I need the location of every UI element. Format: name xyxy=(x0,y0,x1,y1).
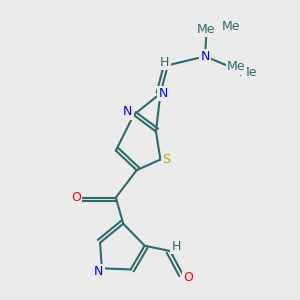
Text: N: N xyxy=(123,106,132,118)
Text: Me: Me xyxy=(197,23,216,36)
Text: Me: Me xyxy=(221,20,240,33)
Text: O: O xyxy=(184,271,194,284)
Text: H: H xyxy=(172,240,181,253)
Text: Me: Me xyxy=(239,66,258,79)
Text: S: S xyxy=(162,153,170,166)
Text: N: N xyxy=(159,87,168,100)
Text: O: O xyxy=(71,191,81,204)
Text: H: H xyxy=(160,56,170,69)
Text: Me: Me xyxy=(227,60,245,73)
Text: N: N xyxy=(94,265,104,278)
Text: N: N xyxy=(200,50,210,63)
